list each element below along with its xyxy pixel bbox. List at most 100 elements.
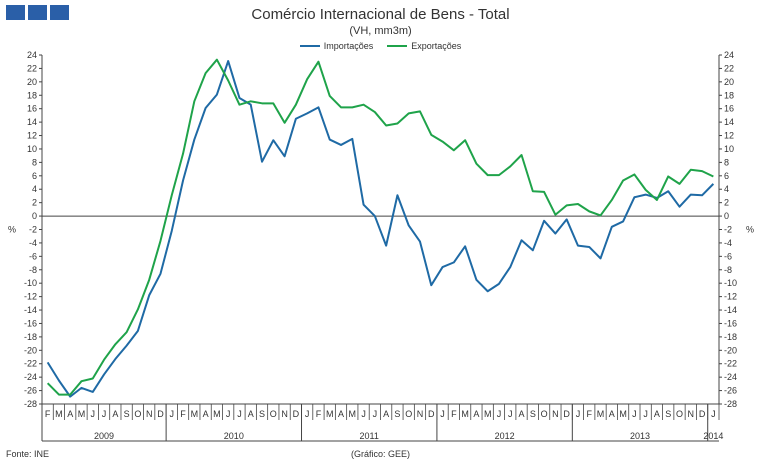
- y-tick-label-right: -4: [724, 238, 732, 248]
- y-tick-label-left: -20: [24, 345, 37, 355]
- y-tick-label-right: -14: [724, 305, 737, 315]
- month-label: M: [191, 409, 199, 419]
- y-tick-label-left: -14: [24, 305, 37, 315]
- legend-item-importacoes: Importações: [299, 41, 373, 51]
- y-tick-label-right: 12: [724, 131, 734, 141]
- chart-title: Comércio Internacional de Bens - Total: [251, 6, 510, 23]
- y-tick-label-right: -24: [724, 372, 737, 382]
- month-label: A: [383, 409, 389, 419]
- month-label: A: [654, 409, 660, 419]
- logo-square-3: [50, 5, 69, 20]
- y-tick-label-right: 16: [724, 104, 734, 114]
- y-tick-label-left: -22: [24, 359, 37, 369]
- year-label: 2014: [703, 431, 723, 441]
- month-label: J: [170, 409, 175, 419]
- month-label: N: [281, 409, 288, 419]
- month-label: D: [293, 409, 300, 419]
- month-label: A: [609, 409, 615, 419]
- month-label: N: [417, 409, 424, 419]
- y-tick-label-right: 2: [724, 198, 729, 208]
- month-label: A: [112, 409, 118, 419]
- month-label: J: [632, 409, 637, 419]
- y-tick-label-right: 0: [724, 211, 729, 221]
- month-label: N: [552, 409, 559, 419]
- month-label: M: [619, 409, 627, 419]
- y-tick-label-right: -26: [724, 386, 737, 396]
- y-tick-label-right: -6: [724, 251, 732, 261]
- month-label: J: [440, 409, 445, 419]
- y-tick-label-left: 12: [27, 131, 37, 141]
- month-label: A: [203, 409, 209, 419]
- month-label: M: [326, 409, 334, 419]
- month-label: M: [78, 409, 86, 419]
- month-label: F: [180, 409, 186, 419]
- month-label: M: [597, 409, 605, 419]
- month-label: D: [157, 409, 164, 419]
- month-label: S: [665, 409, 671, 419]
- y-tick-label-right: -10: [724, 278, 737, 288]
- month-label: O: [676, 409, 683, 419]
- legend-item-exportacoes: Exportações: [387, 41, 461, 51]
- month-label: F: [586, 409, 592, 419]
- y-tick-label-right: 14: [724, 117, 734, 127]
- y-tick-label-left: -26: [24, 386, 37, 396]
- month-label: S: [124, 409, 130, 419]
- month-label: O: [270, 409, 277, 419]
- month-label: J: [305, 409, 310, 419]
- y-tick-label-left: 2: [32, 198, 37, 208]
- month-label: D: [563, 409, 570, 419]
- month-label: J: [91, 409, 96, 419]
- y-tick-label-left: 20: [27, 77, 37, 87]
- y-tick-label-left: -12: [24, 292, 37, 302]
- month-label: S: [259, 409, 265, 419]
- month-label: J: [711, 409, 716, 419]
- y-tick-label-right: -2: [724, 225, 732, 235]
- y-tick-label-left: -24: [24, 372, 37, 382]
- y-tick-label-left: 18: [27, 90, 37, 100]
- y-tick-label-left: 16: [27, 104, 37, 114]
- month-label: A: [248, 409, 254, 419]
- chart-subtitle: (VH, mm3m): [349, 25, 412, 37]
- y-tick-label-left: 8: [32, 157, 37, 167]
- month-label: J: [508, 409, 513, 419]
- year-label: 2013: [630, 431, 650, 441]
- month-label: M: [213, 409, 221, 419]
- y-tick-label-right: -28: [724, 399, 737, 409]
- legend-swatch-importacoes: [299, 45, 320, 47]
- month-label: J: [643, 409, 648, 419]
- y-tick-label-right: -22: [724, 359, 737, 369]
- y-tick-label-right: 10: [724, 144, 734, 154]
- credit-note: (Gráfico: GEE): [350, 449, 410, 459]
- month-label: A: [67, 409, 73, 419]
- month-label: O: [405, 409, 412, 419]
- month-label: A: [338, 409, 344, 419]
- logo-square-2: [28, 5, 47, 20]
- y-tick-label-left: 10: [27, 144, 37, 154]
- logo: [6, 5, 69, 20]
- y-tick-label-left: -10: [24, 278, 37, 288]
- legend-label-exportacoes: Exportações: [411, 41, 462, 51]
- y-tick-label-right: 22: [724, 63, 734, 73]
- series-line-importacoes: [46, 60, 715, 398]
- year-label: 2009: [94, 431, 114, 441]
- month-label: O: [541, 409, 548, 419]
- year-label: 2010: [224, 431, 244, 441]
- y-tick-label-left: -8: [29, 265, 37, 275]
- logo-square-1: [6, 5, 25, 20]
- y-tick-label-right: -18: [724, 332, 737, 342]
- month-label: A: [473, 409, 479, 419]
- y-tick-label-right: 24: [724, 50, 734, 60]
- y-tick-label-left: -16: [24, 318, 37, 328]
- y-tick-label-left: -4: [29, 238, 37, 248]
- y-tick-label-left: 22: [27, 63, 37, 73]
- y-tick-label-left: -28: [24, 399, 37, 409]
- y-tick-label-left: 24: [27, 50, 37, 60]
- y-tick-label-right: -12: [724, 292, 737, 302]
- y-unit-label-right: %: [746, 225, 754, 235]
- y-tick-label-right: 4: [724, 184, 729, 194]
- month-label: M: [349, 409, 357, 419]
- month-label: O: [134, 409, 141, 419]
- y-unit-label-left: %: [8, 225, 16, 235]
- y-tick-label-left: -18: [24, 332, 37, 342]
